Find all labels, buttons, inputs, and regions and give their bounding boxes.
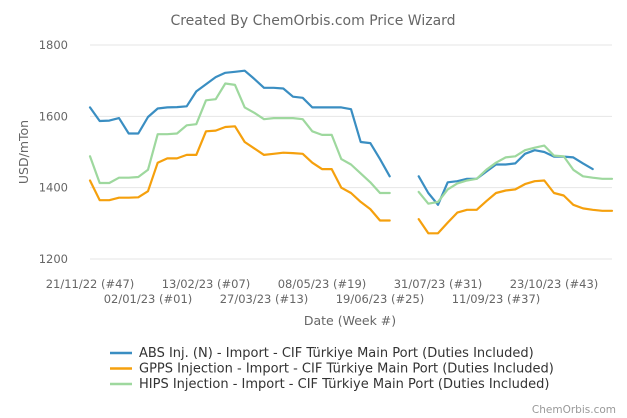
y-tick-label: 1400 (39, 181, 68, 195)
legend: ABS Inj. (N) - Import - CIF Türkiye Main… (110, 346, 554, 392)
legend-label: HIPS Injection - Import - CIF Türkiye Ma… (139, 377, 550, 392)
y-axis-ticks: 1200 1400 1600 1800 (39, 38, 68, 266)
x-tick-label: 02/01/23 (#01) (104, 292, 193, 306)
series-line-3 (88, 82, 391, 195)
y-axis-label: USD/mTon (16, 120, 31, 184)
legend-label: GPPS Injection - Import - CIF Türkiye Ma… (139, 362, 554, 377)
x-tick-label: 27/03/23 (#13) (220, 292, 309, 306)
x-tick-label: 19/06/23 (#25) (336, 292, 425, 306)
x-tick-label: 11/09/23 (#37) (452, 292, 541, 306)
y-tick-label: 1200 (39, 252, 68, 266)
x-tick-label: 13/02/23 (#07) (162, 277, 251, 291)
series-line-1 (88, 69, 391, 178)
x-tick-label: 23/10/23 (#43) (510, 277, 599, 291)
credit-text: ChemOrbis.com (532, 404, 616, 416)
x-axis-ticks: 21/11/22 (#47)02/01/23 (#01)13/02/23 (#0… (46, 277, 599, 306)
y-tick-label: 1800 (39, 38, 68, 52)
y-tick-label: 1600 (39, 109, 68, 123)
x-tick-label: 31/07/23 (#31) (394, 277, 483, 291)
x-axis-label: Date (Week #) (304, 313, 396, 328)
series-lines (88, 69, 614, 235)
gridlines (90, 44, 612, 260)
x-tick-label: 21/11/22 (#47) (46, 277, 135, 291)
series-line-3 (417, 144, 614, 205)
x-tick-label: 08/05/23 (#19) (278, 277, 367, 291)
chart-title: Created By ChemOrbis.com Price Wizard (170, 13, 455, 29)
legend-label: ABS Inj. (N) - Import - CIF Türkiye Main… (139, 346, 534, 361)
series-line-2 (417, 179, 614, 235)
series-line-2 (88, 125, 391, 222)
